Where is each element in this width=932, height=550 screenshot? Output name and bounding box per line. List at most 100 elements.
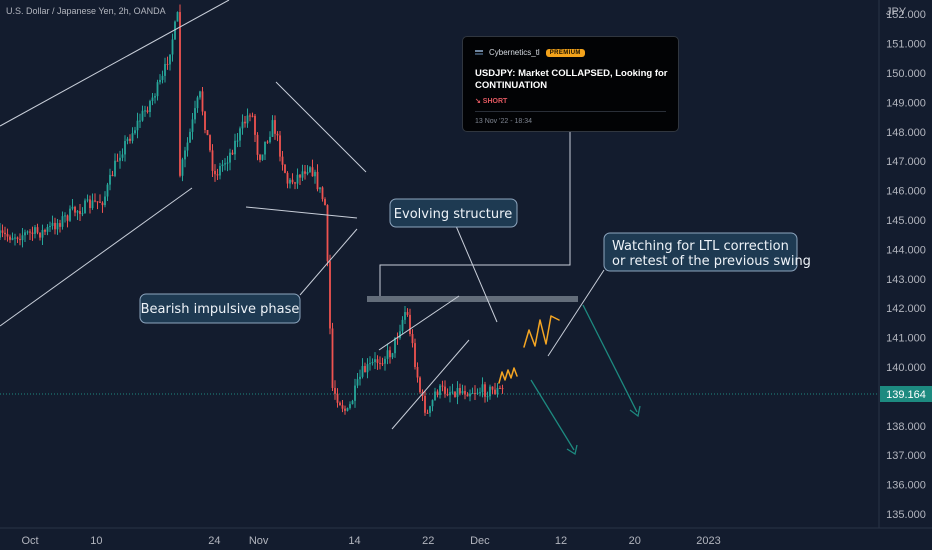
candle-body <box>199 91 201 98</box>
candle-body <box>184 150 186 160</box>
candle-body <box>114 160 116 177</box>
callout-bearish-box <box>139 293 301 324</box>
symbol-label: U.S. Dollar / Japanese Yen, 2h, OANDA <box>6 6 166 16</box>
candle-body <box>501 388 504 390</box>
candle <box>471 387 474 395</box>
candle-body <box>206 129 209 136</box>
candle <box>389 346 391 364</box>
candle-body <box>9 236 11 240</box>
candle <box>41 224 44 246</box>
candle <box>144 105 146 117</box>
candle <box>366 358 369 379</box>
candle <box>256 132 259 161</box>
arrowhead-2 <box>566 444 578 456</box>
candle <box>56 219 59 235</box>
time-tick-label: 2023 <box>696 535 720 547</box>
candle-body <box>401 319 404 332</box>
callout-bearish-text: Bearish impulsive phase <box>141 302 300 317</box>
candle-body <box>159 79 161 83</box>
candle <box>289 177 291 189</box>
candle <box>39 232 41 241</box>
candle-body <box>399 331 401 339</box>
candle <box>466 392 469 397</box>
candle-body <box>261 154 264 160</box>
candle <box>99 194 101 203</box>
candle <box>224 158 226 171</box>
candle-body <box>306 171 309 174</box>
candle-body <box>219 166 221 176</box>
candle <box>209 134 211 153</box>
time-tick-label: 20 <box>629 535 641 547</box>
candle-body <box>169 54 171 65</box>
candle-body <box>386 350 389 359</box>
candle <box>114 153 116 178</box>
candle <box>181 157 184 182</box>
candle-body <box>429 406 431 413</box>
candle <box>31 226 34 241</box>
candle <box>301 164 304 182</box>
candle <box>101 201 104 213</box>
candle-body <box>444 386 446 394</box>
idea-card[interactable]: Cybernetics_tl PREMIUM USDJPY: Market CO… <box>462 36 679 132</box>
candle-body <box>124 141 126 155</box>
candle <box>339 401 341 406</box>
candle-body <box>404 312 406 320</box>
candle-body <box>411 334 414 344</box>
candle <box>74 205 76 217</box>
candle-body <box>176 12 179 22</box>
idea-title[interactable]: USDJPY: Market COLLAPSED, Looking for CO… <box>475 68 668 91</box>
candle-body <box>196 97 199 109</box>
candle <box>51 215 54 230</box>
candle <box>36 223 39 235</box>
price-tick-label: 138.000 <box>886 421 926 433</box>
candle <box>129 134 131 144</box>
candle-body <box>241 121 244 129</box>
candle-body <box>286 172 289 184</box>
candle-body <box>454 391 456 397</box>
candle <box>246 108 249 128</box>
candle-body <box>89 199 91 209</box>
candle-body <box>371 362 374 364</box>
candle <box>304 165 306 180</box>
candle-body <box>494 389 496 395</box>
candle <box>249 113 251 122</box>
candle <box>409 308 411 337</box>
candle-body <box>341 405 344 409</box>
candle-body <box>449 392 451 396</box>
candle <box>291 173 294 185</box>
candle <box>151 93 154 106</box>
candle <box>89 195 91 214</box>
candle <box>186 137 189 157</box>
price-tick-label: 151.000 <box>886 39 926 51</box>
candle-body <box>26 231 29 233</box>
price-tick-label: 135.000 <box>886 509 926 521</box>
candle-body <box>24 232 26 236</box>
candle <box>296 168 299 189</box>
time-tick-label: 24 <box>208 535 220 547</box>
callout-evolving-box <box>389 198 518 228</box>
idea-author[interactable]: Cybernetics_tl <box>489 48 540 57</box>
time-tick-label: Dec <box>470 535 490 547</box>
candle <box>271 115 274 137</box>
candle <box>331 322 334 392</box>
candle <box>71 198 74 211</box>
candle-body <box>301 171 304 178</box>
candle <box>274 115 276 140</box>
candle <box>119 150 121 169</box>
candle <box>424 390 426 416</box>
price-tick-label: 145.000 <box>886 215 926 227</box>
candle-body <box>409 314 411 335</box>
candle-body <box>344 408 346 411</box>
candle-body <box>1 230 4 233</box>
candle-body <box>376 359 379 363</box>
candle-body <box>76 211 79 213</box>
candle-body <box>191 119 194 132</box>
candle <box>336 388 339 408</box>
candle <box>184 146 186 168</box>
candle-body <box>331 328 334 388</box>
candle <box>399 324 401 340</box>
candle-body <box>291 179 294 183</box>
candle-body <box>79 211 81 214</box>
candle-body <box>99 201 101 203</box>
price-tick-label: 150.000 <box>886 68 926 80</box>
